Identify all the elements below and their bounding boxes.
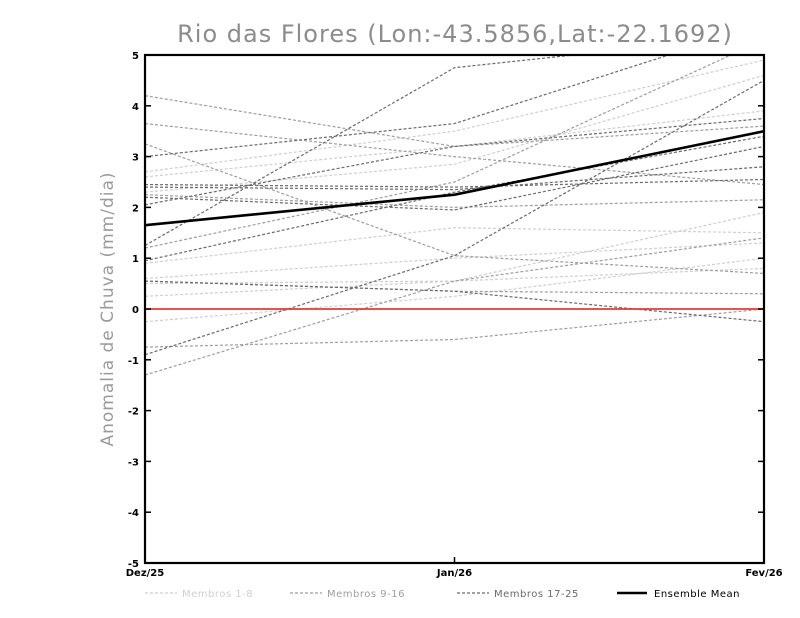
y-tick-label: 1 bbox=[132, 254, 139, 265]
series-line-m04 bbox=[145, 227, 764, 264]
legend-item: Membros 9-16 bbox=[290, 589, 405, 600]
y-tick-label: 3 bbox=[132, 153, 139, 164]
chart-title: Rio das Flores (Lon:-43.5856,Lat:-22.169… bbox=[177, 20, 733, 48]
series-line-m20 bbox=[145, 79, 764, 356]
legend-label: Ensemble Mean bbox=[654, 589, 740, 600]
y-tick-label: -3 bbox=[128, 457, 139, 468]
series-line-m13 bbox=[145, 55, 733, 249]
x-tick-label: Jan/26 bbox=[436, 568, 472, 579]
series-line-m21 bbox=[145, 145, 764, 211]
series-line-m02 bbox=[145, 59, 764, 173]
x-tick-label: Fev/26 bbox=[745, 568, 782, 579]
y-tick-label: -1 bbox=[128, 356, 139, 367]
ensemble-mean-line bbox=[145, 129, 764, 227]
y-tick-label: -4 bbox=[128, 508, 139, 519]
series-line-m22 bbox=[145, 135, 764, 262]
series-line-m09 bbox=[145, 95, 764, 148]
y-tick-label: 5 bbox=[132, 51, 139, 62]
legend-label: Membros 9-16 bbox=[327, 589, 405, 600]
series-line-m06 bbox=[145, 267, 764, 285]
series-line-m17 bbox=[145, 55, 671, 158]
series-line-m10 bbox=[145, 143, 764, 275]
series-line-m24 bbox=[145, 117, 764, 206]
x-tick-label: Dez/25 bbox=[126, 568, 165, 579]
legend-item: Ensemble Mean bbox=[617, 589, 740, 600]
y-tick-label: 0 bbox=[132, 305, 139, 316]
series-lines bbox=[145, 55, 764, 376]
series-line-m01 bbox=[145, 211, 764, 297]
y-tick-label: -5 bbox=[128, 559, 139, 570]
series-line-m16 bbox=[145, 280, 764, 295]
series-line-m11 bbox=[145, 308, 764, 348]
series-line-m23 bbox=[145, 280, 764, 323]
series-line-m19 bbox=[145, 166, 764, 191]
legend-item: Membros 1-8 bbox=[145, 589, 253, 600]
series-line-m07 bbox=[145, 110, 764, 178]
y-tick-label: 2 bbox=[132, 203, 139, 214]
series-line-m15 bbox=[145, 122, 764, 186]
series-line-m03 bbox=[145, 257, 764, 323]
series-line-m18 bbox=[145, 55, 580, 247]
series-line-m25 bbox=[145, 178, 764, 188]
y-axis-label: Anomalia de Chuva (mm/dia) bbox=[98, 171, 118, 446]
y-tick-label: -2 bbox=[128, 407, 139, 418]
series-line-m14 bbox=[145, 194, 764, 209]
y-tick-label: 4 bbox=[132, 102, 139, 113]
series-line-m05 bbox=[145, 74, 764, 193]
legend: Membros 1-8 Membros 9-16 Membros 17-25 Ense… bbox=[145, 589, 740, 600]
legend-label: Membros 17-25 bbox=[494, 589, 579, 600]
legend-item: Membros 17-25 bbox=[457, 589, 579, 600]
legend-label: Membros 1-8 bbox=[182, 589, 253, 600]
series-line-m12 bbox=[145, 237, 764, 376]
series-line-m08 bbox=[145, 242, 764, 280]
